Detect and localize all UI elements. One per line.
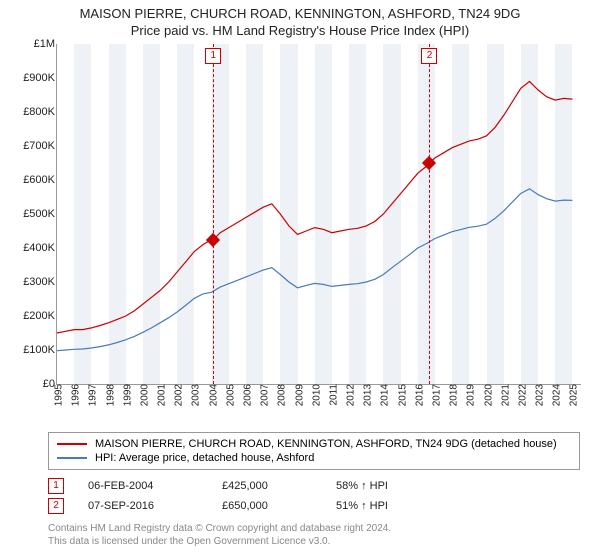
y-tick-label: £800K xyxy=(23,106,57,118)
sale-price: £650,000 xyxy=(222,500,312,512)
x-tick-label: 2020 xyxy=(479,384,494,406)
x-tick-label: 2002 xyxy=(170,384,185,406)
x-tick-label: 2004 xyxy=(204,384,219,406)
series-hpi-line xyxy=(57,189,572,351)
footer: Contains HM Land Registry data © Crown c… xyxy=(48,522,580,548)
sale-marker-box: 1 xyxy=(205,48,221,64)
chart-title: MAISON PIERRE, CHURCH ROAD, KENNINGTON, … xyxy=(0,0,600,21)
y-tick-label: £500K xyxy=(23,208,57,220)
legend-label-property: MAISON PIERRE, CHURCH ROAD, KENNINGTON, … xyxy=(95,438,557,450)
sale-marker-box: 2 xyxy=(421,48,437,64)
x-tick-label: 2006 xyxy=(238,384,253,406)
sale-row: 1 06-FEB-2004 £425,000 58% ↑ HPI xyxy=(48,476,580,496)
x-tick-label: 2011 xyxy=(324,384,339,406)
sale-marker-icon: 2 xyxy=(48,498,64,514)
sale-marker-line xyxy=(213,44,214,384)
y-tick-label: £1M xyxy=(34,38,57,50)
x-tick-label: 1998 xyxy=(101,384,116,406)
legend: MAISON PIERRE, CHURCH ROAD, KENNINGTON, … xyxy=(48,432,580,470)
y-tick-label: £400K xyxy=(23,242,57,254)
sale-hpi: 58% ↑ HPI xyxy=(336,480,426,492)
x-tick-label: 2018 xyxy=(445,384,460,406)
x-tick-label: 2023 xyxy=(531,384,546,406)
y-tick-label: £100K xyxy=(23,344,57,356)
x-tick-label: 2000 xyxy=(135,384,150,406)
chart: 1995199619971998199920002001200220032004… xyxy=(20,44,580,404)
x-tick-label: 1999 xyxy=(118,384,133,406)
footer-line: This data is licensed under the Open Gov… xyxy=(48,535,580,548)
x-tick-label: 2025 xyxy=(565,384,580,406)
series-property-line xyxy=(57,81,572,333)
footer-line: Contains HM Land Registry data © Crown c… xyxy=(48,522,580,535)
chart-subtitle: Price paid vs. HM Land Registry's House … xyxy=(0,21,600,44)
x-tick-label: 2017 xyxy=(427,384,442,406)
lines-svg xyxy=(57,44,581,384)
x-tick-label: 2016 xyxy=(410,384,425,406)
sale-marker-line xyxy=(429,44,430,384)
sale-date: 07-SEP-2016 xyxy=(88,500,198,512)
plot-area: 1995199619971998199920002001200220032004… xyxy=(56,44,581,385)
legend-swatch-property xyxy=(57,443,87,445)
sale-row: 2 07-SEP-2016 £650,000 51% ↑ HPI xyxy=(48,496,580,516)
x-tick-label: 2003 xyxy=(187,384,202,406)
y-tick-label: £0 xyxy=(43,378,57,390)
y-tick-label: £300K xyxy=(23,276,57,288)
x-tick-label: 2013 xyxy=(359,384,374,406)
x-tick-label: 2019 xyxy=(462,384,477,406)
x-tick-label: 2014 xyxy=(376,384,391,406)
sale-marker-icon: 1 xyxy=(48,478,64,494)
x-tick-label: 2001 xyxy=(153,384,168,406)
legend-swatch-hpi xyxy=(57,457,87,459)
x-tick-label: 2021 xyxy=(496,384,511,406)
x-tick-label: 2008 xyxy=(273,384,288,406)
sale-date: 06-FEB-2004 xyxy=(88,480,198,492)
x-tick-label: 2007 xyxy=(256,384,271,406)
x-tick-label: 1997 xyxy=(84,384,99,406)
sale-price: £425,000 xyxy=(222,480,312,492)
x-tick-label: 2010 xyxy=(307,384,322,406)
x-tick-label: 2005 xyxy=(221,384,236,406)
x-tick-label: 1996 xyxy=(67,384,82,406)
legend-item-hpi: HPI: Average price, detached house, Ashf… xyxy=(57,451,571,465)
legend-item-property: MAISON PIERRE, CHURCH ROAD, KENNINGTON, … xyxy=(57,437,571,451)
x-tick-label: 2024 xyxy=(548,384,563,406)
x-tick-label: 2009 xyxy=(290,384,305,406)
y-tick-label: £900K xyxy=(23,72,57,84)
sales-table: 1 06-FEB-2004 £425,000 58% ↑ HPI 2 07-SE… xyxy=(48,476,580,516)
x-tick-label: 2012 xyxy=(342,384,357,406)
x-tick-label: 2015 xyxy=(393,384,408,406)
x-tick-label: 2022 xyxy=(513,384,528,406)
y-tick-label: £200K xyxy=(23,310,57,322)
sale-hpi: 51% ↑ HPI xyxy=(336,500,426,512)
legend-label-hpi: HPI: Average price, detached house, Ashf… xyxy=(95,452,314,464)
y-tick-label: £600K xyxy=(23,174,57,186)
y-tick-label: £700K xyxy=(23,140,57,152)
